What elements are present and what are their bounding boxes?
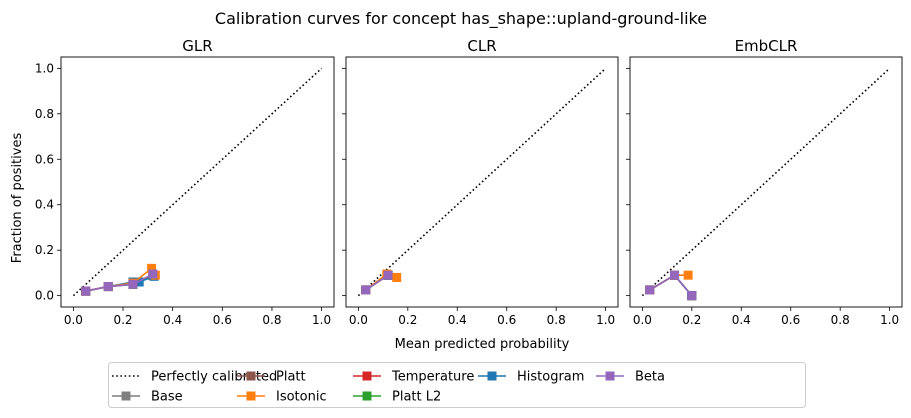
legend-marker-platt-l2 xyxy=(362,391,372,401)
legend-entry-isotonic: Isotonic xyxy=(237,390,327,405)
x-tick-label-clr: 0.4 xyxy=(448,313,467,327)
point-beta-clr xyxy=(361,285,371,295)
legend-label-perfectly-calibrated: Perfectly calibrated xyxy=(151,370,277,385)
x-tick-label-clr: 0.0 xyxy=(349,313,368,327)
y-tick-label-glr: 0.2 xyxy=(35,243,54,257)
y-tick-label-glr: 0.4 xyxy=(35,198,54,212)
legend-marker-histogram xyxy=(487,371,497,381)
x-tick-label-embclr: 0.0 xyxy=(633,313,652,327)
x-tick-label-glr: 0.2 xyxy=(113,313,132,327)
x-tick-label-glr: 0.6 xyxy=(213,313,232,327)
legend-label-base: Base xyxy=(151,390,183,405)
point-beta-embclr xyxy=(645,285,655,295)
legend-label-histogram: Histogram xyxy=(517,370,584,385)
point-isotonic-embclr xyxy=(683,270,693,280)
x-tick-label-glr: 0.8 xyxy=(262,313,281,327)
series-line-perfectly-calibrated-embclr xyxy=(641,67,891,297)
point-isotonic-glr xyxy=(147,263,157,273)
x-tick-label-embclr: 0.8 xyxy=(831,313,850,327)
point-histogram-glr xyxy=(134,277,144,287)
legend-marker-beta xyxy=(605,371,615,381)
y-tick-label-glr: 1.0 xyxy=(35,61,54,75)
legend-label-temperature: Temperature xyxy=(391,370,474,385)
x-tick-label-glr: 0.4 xyxy=(163,313,182,327)
legend-entry-beta: Beta xyxy=(596,370,665,385)
x-tick-label-glr: 0.0 xyxy=(64,313,83,327)
legend: Perfectly calibrated Base Platt Isotonic Tem… xyxy=(108,362,806,408)
legend-entry-histogram: Histogram xyxy=(478,370,584,385)
y-tick-label-glr: 0.0 xyxy=(35,289,54,303)
point-beta-glr xyxy=(128,279,138,289)
legend-label-platt: Platt xyxy=(276,370,306,385)
x-tick-label-embclr: 0.4 xyxy=(732,313,751,327)
legend-entry-platt-l2: Platt L2 xyxy=(353,390,441,405)
series-line-perfectly-calibrated-clr xyxy=(357,67,607,297)
legend-entry-platt: Platt xyxy=(237,370,306,385)
point-beta-embclr xyxy=(670,270,680,280)
y-axis-label: Fraction of positives xyxy=(10,133,25,264)
x-tick-label-clr: 0.2 xyxy=(398,313,417,327)
legend-label-isotonic: Isotonic xyxy=(276,390,327,405)
legend-entry-temperature: Temperature xyxy=(353,370,474,385)
point-beta-glr xyxy=(81,286,91,296)
x-tick-label-glr: 1.0 xyxy=(312,313,331,327)
legend-marker-isotonic xyxy=(246,391,256,401)
legend-marker-base xyxy=(121,391,131,401)
point-beta-clr xyxy=(383,270,393,280)
x-tick-label-clr: 1.0 xyxy=(596,313,615,327)
series-line-beta-glr xyxy=(85,273,154,292)
point-isotonic-clr xyxy=(392,272,402,282)
legend-label-platt-l2: Platt L2 xyxy=(392,390,441,405)
x-tick-label-clr: 0.6 xyxy=(497,313,516,327)
legend-label-beta: Beta xyxy=(635,370,665,385)
panel-title-glr: GLR xyxy=(182,37,212,55)
legend-entry-perfectly-calibrated: Perfectly calibrated xyxy=(112,370,277,385)
y-tick-label-glr: 0.8 xyxy=(35,107,54,121)
x-tick-label-clr: 0.8 xyxy=(547,313,566,327)
axes-frame-embclr xyxy=(629,56,903,308)
point-beta-embclr xyxy=(687,291,697,301)
x-tick-label-embclr: 1.0 xyxy=(880,313,899,327)
legend-marker-temperature xyxy=(362,371,372,381)
axes-frame-glr xyxy=(60,56,335,308)
point-beta-glr xyxy=(103,282,113,292)
figure-title: Calibration curves for concept has_shape… xyxy=(215,9,707,29)
x-tick-label-embclr: 0.6 xyxy=(781,313,800,327)
axes-frame-clr xyxy=(345,56,619,308)
panel-embclr: EmbCLR 0.0 0.2 0.4 0.6 0.8 1.0 xyxy=(626,37,903,327)
series-line-isotonic-embclr xyxy=(649,274,689,291)
series-line-perfectly-calibrated-glr xyxy=(72,67,323,297)
x-tick-label-embclr: 0.2 xyxy=(682,313,701,327)
point-beta-glr xyxy=(148,269,158,279)
panel-title-clr: CLR xyxy=(467,37,496,55)
legend-entry-base: Base xyxy=(112,390,183,405)
panel-glr: GLR 0.0 0.2 0.4 0.6 0.8 1.0 0.0 0.2 0.4 0.6 0.8 1.0 xyxy=(35,37,335,327)
legend-box xyxy=(108,362,806,408)
panel-title-embclr: EmbCLR xyxy=(735,37,798,55)
x-axis-label: Mean predicted probability xyxy=(395,337,570,352)
y-tick-label-glr: 0.6 xyxy=(35,152,54,166)
legend-marker-platt xyxy=(246,371,256,381)
panel-clr: CLR 0.0 0.2 0.4 0.6 0.8 1.0 xyxy=(342,37,619,327)
